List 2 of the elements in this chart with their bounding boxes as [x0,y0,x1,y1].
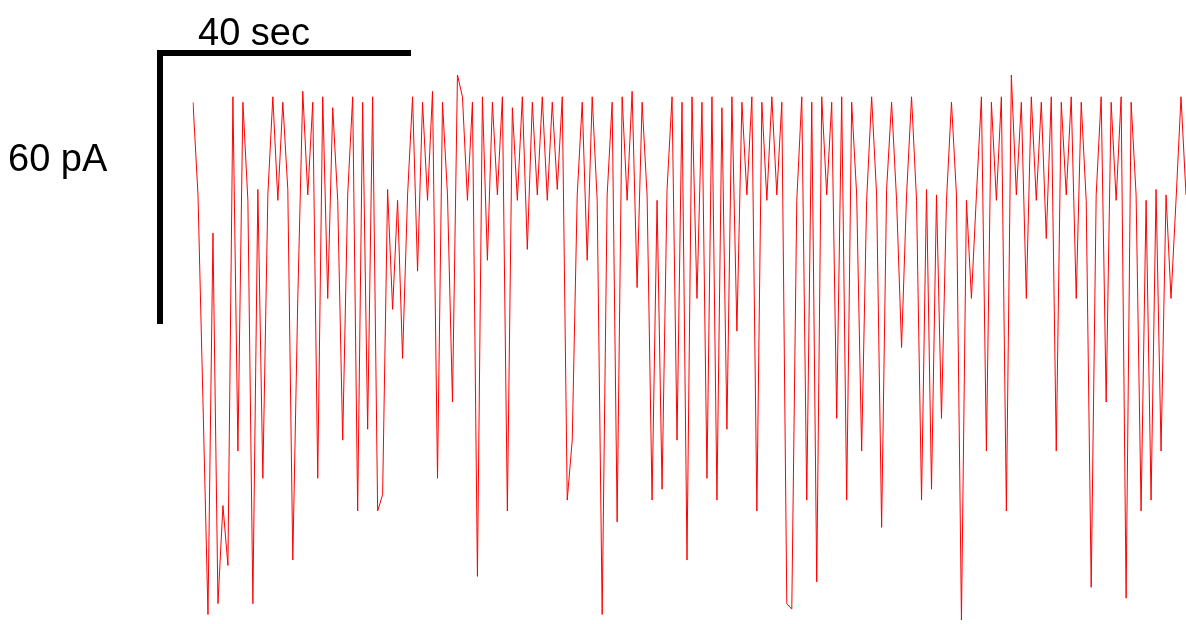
text: 60 pA [8,136,108,180]
text: 40 sec [198,10,310,54]
